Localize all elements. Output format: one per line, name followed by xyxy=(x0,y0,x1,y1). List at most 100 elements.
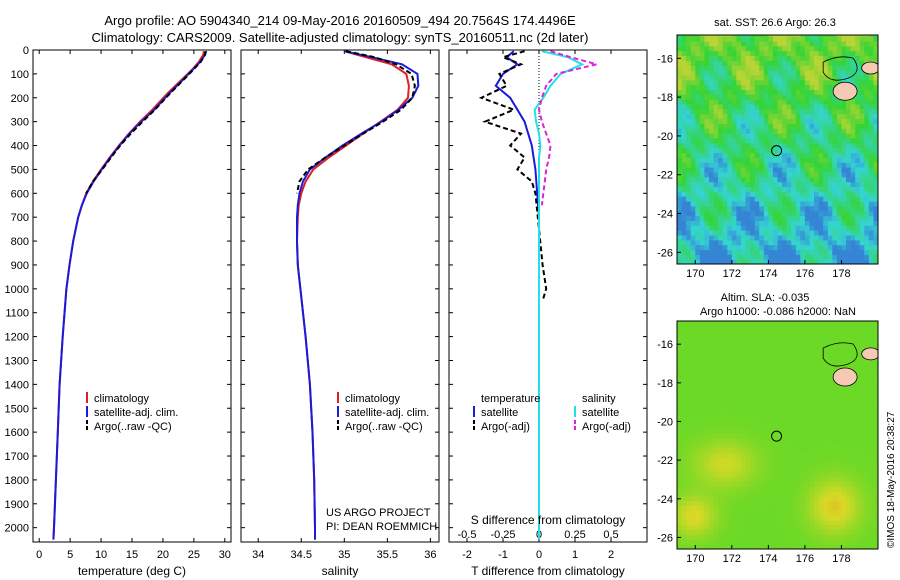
map-cell xyxy=(754,50,760,56)
x-tick-label: 5 xyxy=(67,549,73,561)
map-cell xyxy=(741,191,747,197)
map-cell xyxy=(718,108,724,115)
map-cell xyxy=(722,244,728,251)
map-cell xyxy=(750,462,756,468)
map-cell xyxy=(782,524,788,531)
map-cell xyxy=(741,524,747,531)
map-cell xyxy=(777,234,783,241)
map-cell xyxy=(791,491,797,497)
map-cell xyxy=(736,404,742,410)
map-cell xyxy=(782,322,788,328)
map-cell xyxy=(763,491,769,497)
map-cell xyxy=(836,176,843,183)
map-cell xyxy=(750,360,756,366)
map-cell xyxy=(859,355,865,362)
map-cell xyxy=(731,442,737,449)
map-cell xyxy=(777,249,783,255)
map-cell xyxy=(873,36,878,42)
map-cell xyxy=(768,466,774,473)
map-cell xyxy=(841,65,847,71)
map-cell xyxy=(677,220,683,226)
map-cell xyxy=(745,524,751,531)
map-cell xyxy=(818,457,824,463)
map-cell xyxy=(846,230,852,236)
map-cell xyxy=(873,167,878,173)
map-cell xyxy=(855,215,861,221)
map-cell xyxy=(722,331,728,337)
map-cell xyxy=(836,128,843,134)
map-cell xyxy=(791,137,797,144)
map-cell xyxy=(795,113,801,120)
map-cell xyxy=(677,404,683,410)
map-cell xyxy=(750,447,756,453)
map-cell xyxy=(768,437,774,444)
map-cell xyxy=(686,128,692,134)
map-cell xyxy=(695,45,701,52)
map-cell xyxy=(786,534,792,540)
map-cell xyxy=(768,350,774,357)
map-cell xyxy=(795,191,801,197)
map-cell xyxy=(777,437,783,444)
map-cell xyxy=(690,108,696,115)
map-cell xyxy=(786,471,792,478)
map-cell xyxy=(677,65,683,71)
map-cell xyxy=(768,181,774,187)
map-cell xyxy=(850,108,856,115)
map-cell xyxy=(795,331,801,337)
map-cell xyxy=(704,355,710,362)
map-cell xyxy=(814,220,820,226)
map-cell xyxy=(768,259,774,264)
map-cell xyxy=(814,326,820,333)
map-cell xyxy=(686,60,692,66)
map-cell xyxy=(722,447,728,453)
map-cell xyxy=(759,466,765,473)
map-cell xyxy=(736,225,742,231)
salinity-legend: climatology satellite-adj. clim. Argo(..… xyxy=(326,392,437,533)
map-cell xyxy=(859,486,865,492)
map-cell xyxy=(786,457,792,463)
map-cell xyxy=(836,36,843,42)
map-cell xyxy=(855,515,861,521)
depth-tick-label: 800 xyxy=(11,236,29,248)
map-cell xyxy=(718,452,724,458)
map-cell xyxy=(832,510,838,516)
map-cell xyxy=(859,520,865,526)
map-cell xyxy=(818,418,824,424)
map-cell xyxy=(800,40,806,47)
depth-tick-label: 1700 xyxy=(5,451,29,463)
map-cell xyxy=(709,462,715,468)
map-y-tick-label: -16 xyxy=(657,339,673,351)
map-cell xyxy=(827,389,833,395)
map-cell xyxy=(754,365,760,371)
map-cell xyxy=(791,534,797,540)
map-cell xyxy=(809,60,815,66)
map-cell xyxy=(709,239,715,246)
map-cell xyxy=(859,442,865,449)
map-cell xyxy=(695,544,701,549)
map-cell xyxy=(727,196,733,202)
map-cell xyxy=(750,437,756,444)
map-cell xyxy=(814,346,820,352)
map-cell xyxy=(855,200,861,207)
map-cell xyxy=(681,215,687,221)
map-cell xyxy=(804,447,811,453)
map-cell xyxy=(750,321,756,323)
map-cell xyxy=(736,510,742,516)
map-cell xyxy=(782,471,788,478)
map-cell xyxy=(699,505,705,511)
map-cell xyxy=(759,360,765,366)
map-cell xyxy=(722,515,728,521)
map-cell xyxy=(795,181,801,187)
map-cell xyxy=(850,524,856,531)
map-cell xyxy=(818,486,824,492)
map-cell xyxy=(695,520,701,526)
map-cell xyxy=(832,515,838,521)
map-cell xyxy=(868,423,875,429)
map-cell xyxy=(763,259,769,264)
map-cell xyxy=(736,176,742,183)
map-cell xyxy=(782,50,788,56)
map-cell xyxy=(804,244,811,251)
map-cell xyxy=(777,162,783,168)
temp-climatology-line xyxy=(52,51,205,540)
map-cell xyxy=(677,239,683,246)
